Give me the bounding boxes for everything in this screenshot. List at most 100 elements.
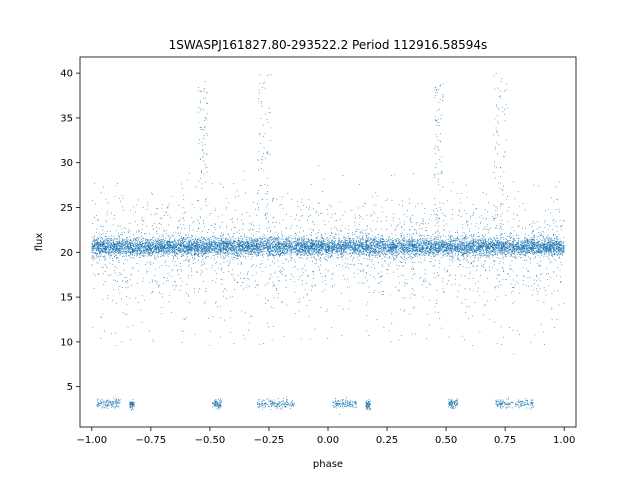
data-point <box>537 236 539 238</box>
data-point <box>370 243 372 245</box>
data-point <box>346 253 348 255</box>
data-point <box>339 243 341 245</box>
data-point <box>502 244 504 246</box>
data-point <box>505 250 507 252</box>
data-point <box>462 243 464 245</box>
data-point <box>443 253 445 255</box>
data-point <box>202 244 204 246</box>
data-point <box>320 236 322 238</box>
data-point <box>475 238 477 240</box>
data-point <box>368 240 370 242</box>
data-point <box>180 249 181 251</box>
data-point <box>210 242 212 244</box>
data-point <box>94 245 96 246</box>
data-point <box>420 241 422 243</box>
data-point <box>503 247 504 249</box>
data-point <box>122 238 124 240</box>
data-point <box>405 248 407 249</box>
data-point <box>176 245 178 247</box>
data-point <box>523 240 525 242</box>
data-point <box>275 239 277 240</box>
data-point <box>394 239 396 241</box>
data-point <box>393 239 395 241</box>
data-point <box>520 244 522 246</box>
data-point <box>399 243 401 245</box>
data-point <box>241 243 243 245</box>
data-point <box>504 242 506 244</box>
data-point <box>439 241 441 243</box>
data-point <box>544 249 546 251</box>
data-point <box>245 256 246 258</box>
data-point <box>448 245 450 247</box>
data-point <box>403 256 405 258</box>
data-point <box>145 238 146 240</box>
data-point <box>260 251 262 252</box>
data-point <box>271 244 273 246</box>
data-point <box>330 246 332 247</box>
data-point <box>391 250 393 252</box>
data-point <box>395 254 397 256</box>
data-point <box>356 244 358 246</box>
data-point <box>280 248 282 250</box>
data-point <box>236 241 238 243</box>
data-point <box>189 240 191 242</box>
data-point <box>324 256 326 258</box>
data-point <box>465 238 467 240</box>
data-point <box>352 234 354 235</box>
data-point <box>535 249 537 251</box>
data-point <box>219 246 220 248</box>
data-point <box>419 248 421 250</box>
data-point <box>447 243 449 245</box>
data-point <box>241 248 243 250</box>
data-point <box>397 238 398 240</box>
data-point <box>421 242 423 244</box>
data-point <box>320 250 322 252</box>
data-point <box>373 249 375 251</box>
data-point <box>96 256 98 258</box>
data-point <box>124 247 126 249</box>
data-point <box>106 244 108 246</box>
data-point <box>516 249 518 251</box>
data-point <box>352 238 354 240</box>
data-point <box>232 252 234 254</box>
data-point <box>158 241 160 243</box>
data-point <box>509 238 511 239</box>
data-point <box>435 254 437 255</box>
data-point <box>175 251 177 253</box>
data-point <box>419 257 421 259</box>
data-point <box>228 234 230 236</box>
data-point <box>337 242 339 244</box>
data-point <box>156 237 158 239</box>
data-point <box>292 237 294 239</box>
data-point <box>434 259 436 261</box>
data-point <box>559 246 561 248</box>
data-point <box>288 239 290 241</box>
data-point <box>205 253 207 255</box>
data-point <box>510 236 512 238</box>
data-point <box>488 239 490 241</box>
data-point <box>505 248 507 250</box>
data-point <box>207 243 209 245</box>
data-point <box>266 244 268 246</box>
data-point <box>528 240 530 242</box>
data-point <box>486 251 487 253</box>
data-point <box>486 243 487 245</box>
data-point <box>356 246 358 248</box>
data-point <box>150 250 152 252</box>
data-point <box>228 253 230 255</box>
data-point <box>97 256 99 258</box>
data-point <box>397 246 399 248</box>
data-point <box>419 247 421 249</box>
data-point <box>338 251 340 253</box>
data-point <box>113 241 115 243</box>
data-point <box>438 244 440 246</box>
data-point <box>145 241 147 243</box>
data-point <box>359 239 361 241</box>
data-point <box>436 249 438 251</box>
data-point <box>409 255 411 257</box>
data-point <box>362 235 364 237</box>
data-point <box>396 254 398 256</box>
data-point <box>392 249 394 251</box>
data-point <box>108 242 110 244</box>
data-point <box>162 255 163 257</box>
